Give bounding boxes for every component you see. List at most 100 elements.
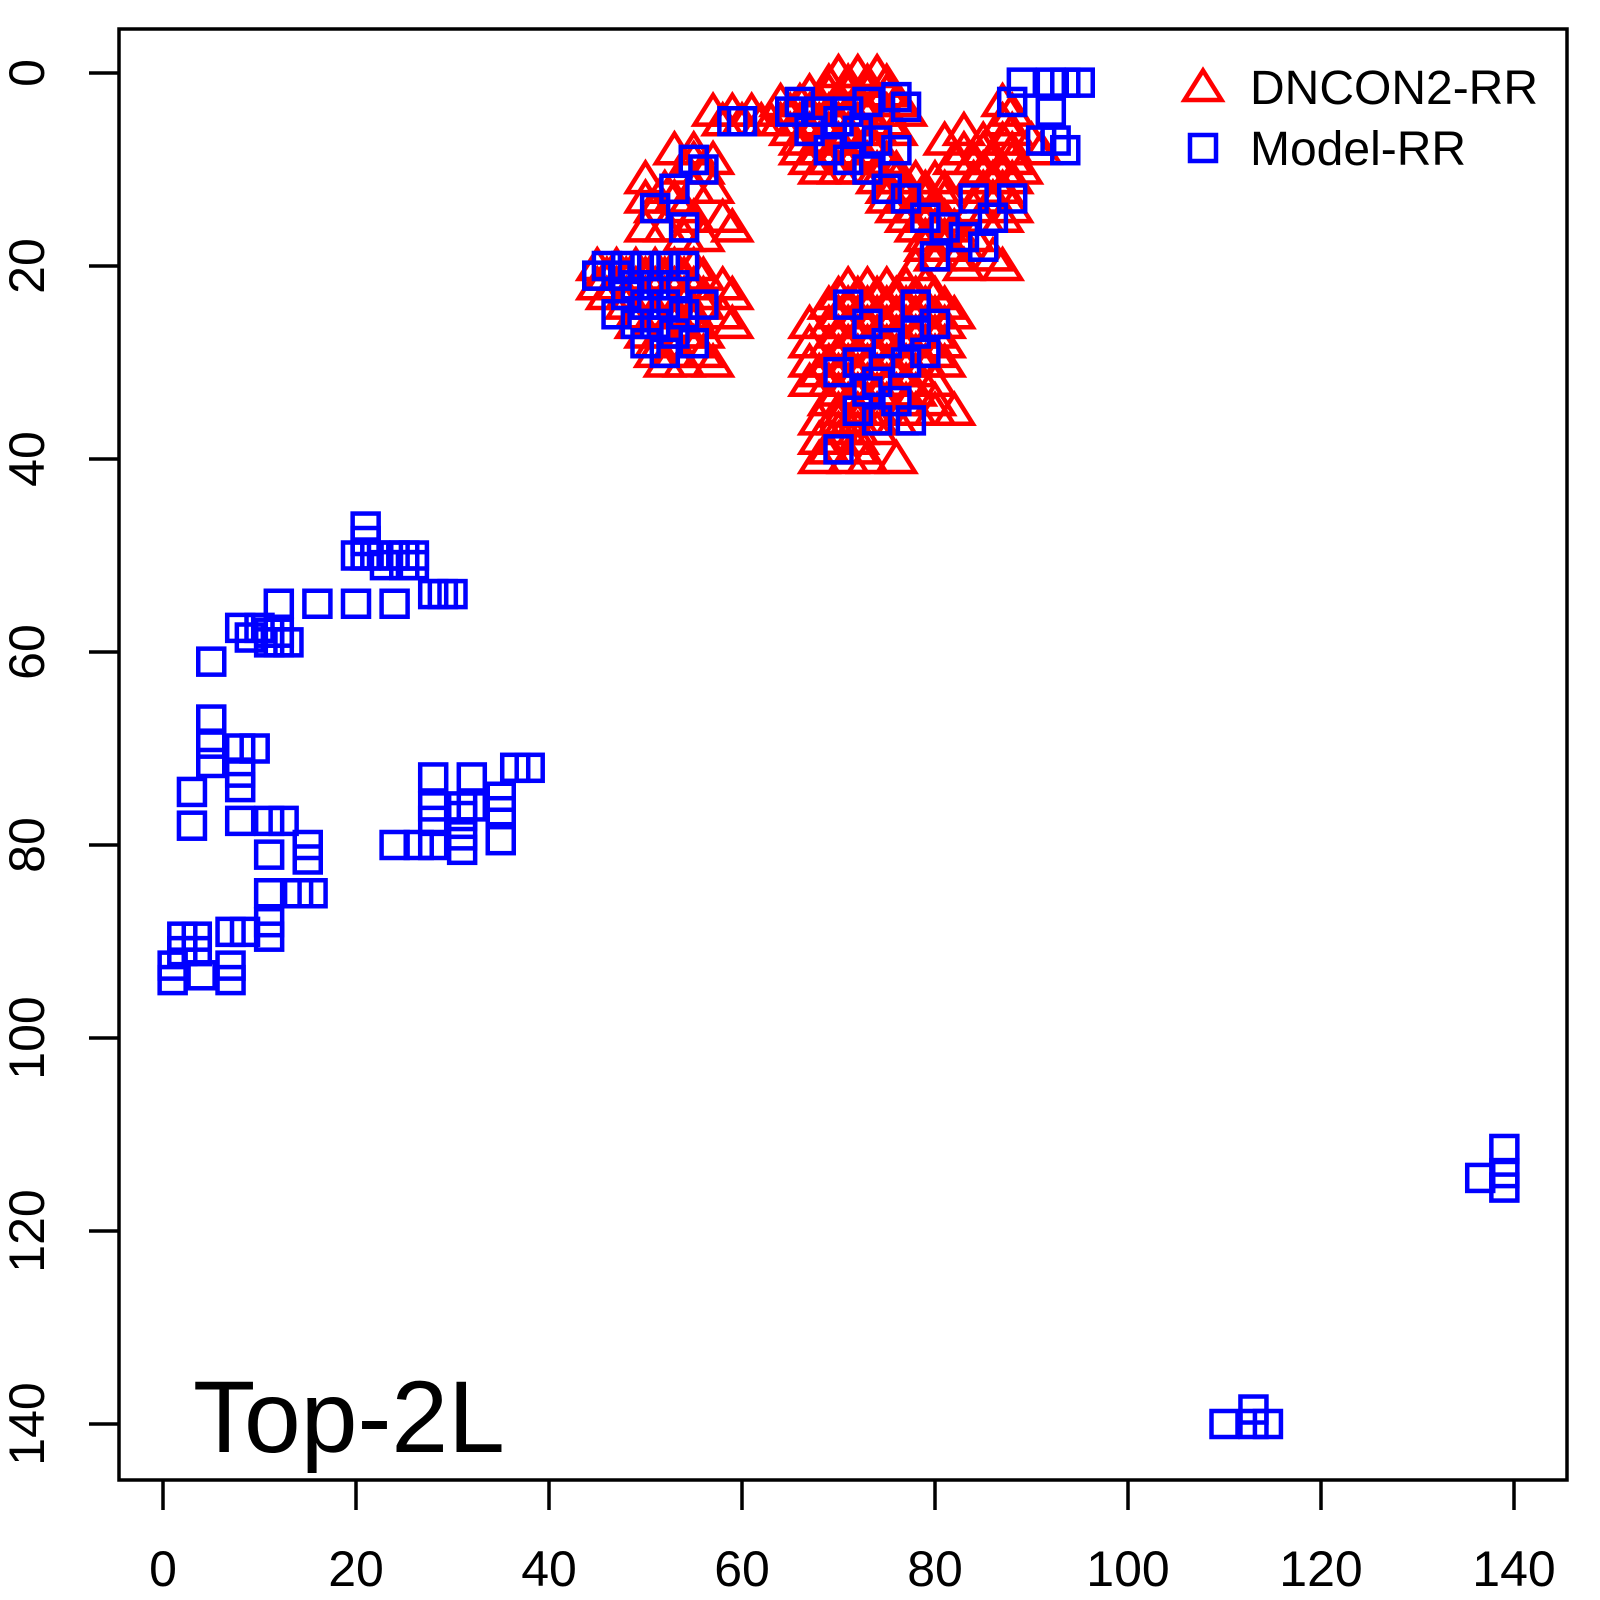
data-point-square — [890, 183, 922, 214]
data-point-square — [456, 762, 488, 793]
data-point-square — [832, 96, 864, 127]
data-point-square — [1489, 1172, 1520, 1203]
data-point-square — [630, 250, 661, 282]
data-point-square — [224, 612, 256, 644]
data-point-square — [668, 250, 700, 282]
data-point-square — [446, 800, 478, 832]
data-point-square — [910, 337, 941, 369]
legend-label: DNCON2-RR — [1250, 62, 1538, 115]
data-point-square — [379, 588, 410, 619]
data-point-triangle — [835, 428, 881, 465]
x-tick-label: 60 — [714, 1541, 770, 1597]
data-point-triangle — [796, 438, 842, 475]
data-point-square — [775, 96, 806, 127]
data-point-triangle — [999, 148, 1045, 185]
data-point-square — [659, 318, 690, 349]
data-point-square — [659, 270, 690, 301]
plot-box — [117, 27, 1569, 1482]
data-point-square — [253, 839, 285, 870]
data-point-square — [417, 762, 449, 793]
data-point-square — [784, 86, 816, 118]
data-point-square — [852, 86, 883, 118]
data-point-square — [852, 376, 883, 407]
data-point-square — [948, 221, 980, 253]
data-point-square — [678, 144, 709, 176]
data-point-square — [871, 327, 902, 359]
data-point-square — [852, 308, 883, 340]
data-point-triangle — [922, 341, 968, 378]
x-tick-label: 0 — [149, 1541, 177, 1597]
data-point-square — [1035, 96, 1067, 127]
data-point-square — [196, 646, 227, 677]
data-point-square — [369, 549, 401, 581]
data-point-triangle — [979, 100, 1026, 137]
data-point-square — [803, 96, 835, 127]
data-point-triangle — [931, 235, 977, 272]
legend-square-icon — [1187, 132, 1219, 164]
data-point-triangle — [922, 177, 968, 214]
data-point-square — [900, 318, 931, 349]
data-point-square — [649, 250, 681, 282]
data-point-square — [813, 134, 845, 166]
data-point-square — [649, 337, 681, 369]
data-point-triangle — [844, 438, 891, 475]
data-point-square — [620, 270, 652, 301]
data-point-triangle — [902, 264, 948, 301]
data-point-square — [832, 144, 864, 176]
data-point-square — [630, 289, 661, 320]
data-point-square — [186, 960, 217, 991]
series-model-rr — [157, 67, 1520, 1440]
data-point-square — [215, 964, 246, 996]
data-point-triangle — [941, 225, 987, 262]
data-point-triangle — [690, 341, 736, 378]
x-tick-label: 80 — [907, 1541, 963, 1597]
data-point-square — [268, 805, 299, 837]
data-point-square — [842, 347, 874, 378]
data-point-square — [823, 106, 854, 137]
data-point-square — [823, 434, 854, 465]
data-point-square — [514, 752, 545, 784]
data-point-triangle — [622, 158, 669, 195]
y-axis: 0 20 40 60 80 100 120 140 — [0, 59, 119, 1466]
data-point-square — [157, 964, 188, 996]
y-tick-label: 120 — [0, 1189, 55, 1272]
data-point-square — [842, 395, 874, 426]
data-point-square — [977, 202, 1009, 233]
data-point-square — [852, 154, 883, 185]
data-point-square — [900, 289, 931, 320]
data-point-triangle — [970, 235, 1016, 272]
data-point-square — [360, 540, 391, 571]
data-point-triangle — [941, 245, 987, 282]
data-point-triangle — [922, 283, 968, 320]
data-point-triangle — [931, 390, 977, 426]
data-point-square — [292, 844, 323, 875]
data-point-square — [591, 250, 623, 282]
data-point-triangle — [893, 351, 939, 388]
data-point-square — [794, 115, 825, 147]
data-point-square — [919, 308, 951, 340]
data-point-square — [929, 212, 960, 243]
x-tick-label: 100 — [1086, 1541, 1169, 1597]
data-point-triangle — [680, 216, 726, 253]
x-tick-label: 140 — [1472, 1541, 1555, 1597]
data-point-square — [890, 347, 922, 378]
data-point-square — [398, 549, 430, 581]
data-point-square — [842, 115, 874, 147]
y-tick-label: 20 — [0, 238, 55, 294]
data-point-square — [1040, 125, 1071, 156]
data-point-triangle — [709, 206, 755, 243]
data-point-square — [881, 134, 912, 166]
x-tick-label: 120 — [1279, 1541, 1362, 1597]
data-point-triangle — [642, 206, 688, 243]
data-point-square — [1006, 67, 1038, 98]
data-point-square — [630, 327, 661, 359]
data-point-square — [485, 795, 516, 827]
data-point-square — [297, 878, 328, 909]
data-point-triangle — [700, 197, 746, 233]
data-point-square — [176, 776, 208, 808]
data-point-triangle — [941, 110, 987, 147]
data-point-triangle — [912, 312, 958, 349]
data-point-triangle — [700, 293, 746, 330]
data-point-square — [446, 834, 478, 866]
